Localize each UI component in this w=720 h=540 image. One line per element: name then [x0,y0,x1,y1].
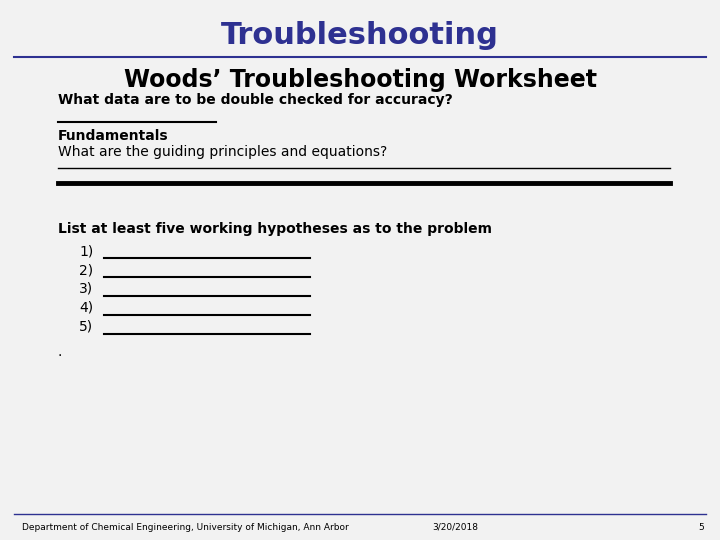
Text: 1): 1) [79,244,94,258]
Text: List at least five working hypotheses as to the problem: List at least five working hypotheses as… [58,222,492,237]
Text: Woods’ Troubleshooting Worksheet: Woods’ Troubleshooting Worksheet [124,68,596,92]
Text: 5): 5) [79,320,94,334]
Text: 3): 3) [79,282,94,296]
Text: Troubleshooting: Troubleshooting [221,21,499,50]
Text: 4): 4) [79,301,94,315]
Text: 5: 5 [698,523,704,531]
Text: What data are to be double checked for accuracy?: What data are to be double checked for a… [58,93,452,107]
Text: 2): 2) [79,263,94,277]
Text: Department of Chemical Engineering, University of Michigan, Ann Arbor: Department of Chemical Engineering, Univ… [22,523,348,531]
Text: .: . [58,345,62,359]
Text: What are the guiding principles and equations?: What are the guiding principles and equa… [58,145,387,159]
Text: 3/20/2018: 3/20/2018 [432,523,478,531]
Text: Fundamentals: Fundamentals [58,129,168,143]
